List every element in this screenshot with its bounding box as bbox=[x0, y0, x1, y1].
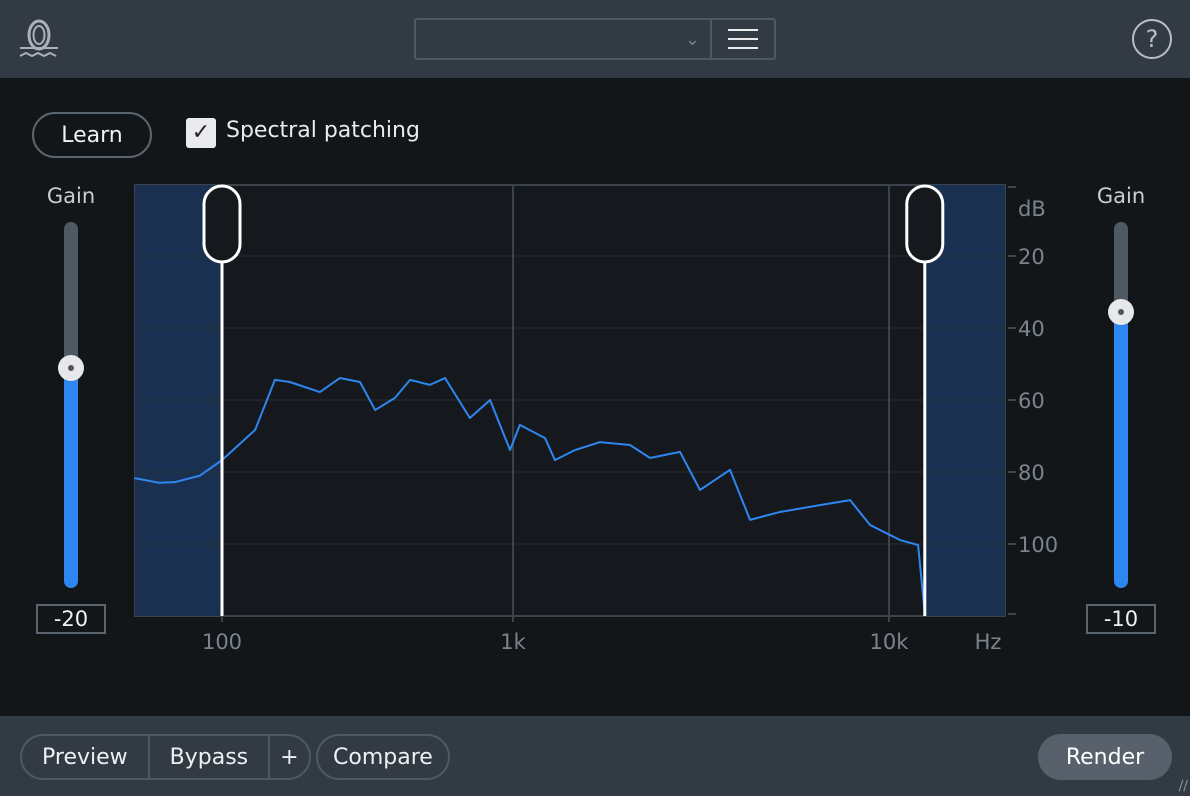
spectral-patching-label: Spectral patching bbox=[226, 118, 420, 143]
gain-left-label: Gain bbox=[46, 184, 96, 208]
gain-left-value[interactable]: -20 bbox=[36, 604, 106, 634]
high-cut-handle[interactable] bbox=[905, 184, 945, 264]
x-tick-label: 1k bbox=[500, 630, 526, 654]
spectrum-chart[interactable]: 20 40 60 80 100 dB 100 1k 10k Hz bbox=[0, 0, 1190, 700]
spectrum-line bbox=[134, 377, 927, 617]
x-axis-label: Hz bbox=[975, 630, 1002, 654]
header-bar: ⌄ ? bbox=[0, 0, 1190, 78]
gain-right-knob[interactable] bbox=[1108, 298, 1134, 325]
chevron-down-icon: ⌄ bbox=[684, 29, 700, 50]
preset-dropdown[interactable]: ⌄ bbox=[416, 20, 712, 58]
low-cut-handle[interactable] bbox=[202, 184, 242, 264]
preset-selector: ⌄ bbox=[414, 18, 776, 60]
y-tick-label: 60 bbox=[1018, 389, 1045, 413]
help-button[interactable]: ? bbox=[1132, 19, 1172, 59]
resize-grip-icon[interactable]: ∕∕ bbox=[1178, 778, 1188, 794]
compare-button[interactable]: Compare bbox=[316, 734, 450, 780]
y-tick-label: 40 bbox=[1018, 317, 1045, 341]
lifebuoy-logo-icon[interactable] bbox=[18, 18, 60, 60]
footer-bar: Preview Bypass + Compare Render ∕∕ bbox=[0, 716, 1190, 796]
y-tick-label: 80 bbox=[1018, 461, 1045, 485]
x-tick-label: 100 bbox=[202, 630, 242, 654]
preview-bypass-group: Preview Bypass + bbox=[20, 734, 311, 780]
x-tick-label: 10k bbox=[870, 630, 910, 654]
spectral-patching-checkbox[interactable]: ✓ bbox=[186, 118, 216, 148]
learn-button[interactable]: Learn bbox=[32, 112, 152, 158]
gain-right-label: Gain bbox=[1096, 184, 1146, 208]
bypass-button[interactable]: Bypass bbox=[147, 736, 268, 778]
preset-menu-button[interactable] bbox=[712, 20, 774, 58]
plus-button[interactable]: + bbox=[268, 736, 308, 778]
gain-left-slider[interactable] bbox=[64, 222, 78, 588]
gain-right-value[interactable]: -10 bbox=[1086, 604, 1156, 634]
preview-button[interactable]: Preview bbox=[22, 736, 148, 778]
y-axis-label: dB bbox=[1018, 197, 1046, 221]
gain-left-fill bbox=[64, 368, 78, 588]
y-tick-label: 100 bbox=[1018, 533, 1058, 557]
render-button[interactable]: Render bbox=[1038, 734, 1172, 780]
gain-left-knob[interactable] bbox=[58, 355, 84, 382]
y-tick-label: 20 bbox=[1018, 245, 1045, 269]
gain-right-fill bbox=[1114, 311, 1128, 588]
